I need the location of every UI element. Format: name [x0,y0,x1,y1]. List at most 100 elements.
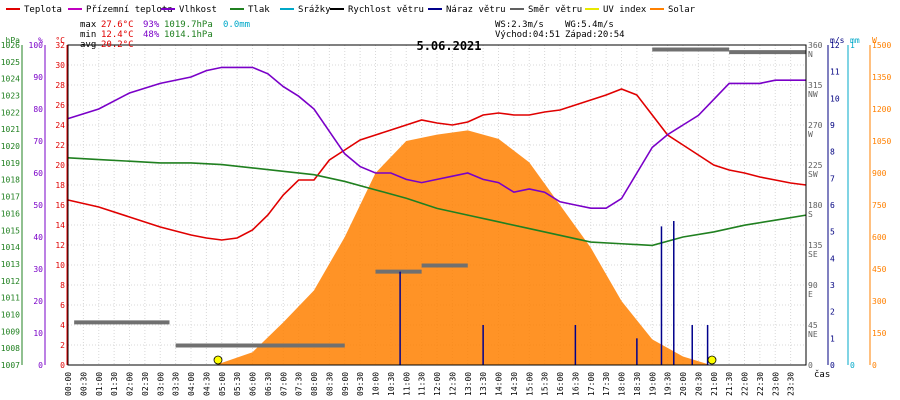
axis-hpa-tick: 1009 [1,327,20,336]
stats-sunrise: Východ:04:51 [495,30,560,40]
legend-label: Solar [668,5,696,15]
solar-area [215,130,711,365]
axis-ms-unit: m/s [830,36,845,45]
legend-label: Teplota [24,5,62,15]
x-tick-label: 12:30 [448,372,457,396]
x-tick-label: 17:00 [587,372,596,396]
axis-dir-tick: 315 [808,81,823,90]
x-tick-label: 22:00 [741,372,750,396]
axis-temp-tick: 14 [55,221,65,230]
axis-temp-tick: 26 [55,101,65,110]
sunset-marker [707,355,717,365]
axis-hpa-tick: 1021 [1,125,20,134]
x-tick-label: 15:30 [541,372,550,396]
x-tick-label: 01:30 [110,372,119,396]
axis-hpa-tick: 1015 [1,226,20,235]
x-tick-label: 07:30 [295,372,304,396]
legend-label: UV index [603,5,647,15]
x-tick-label: 00:30 [79,372,88,396]
axis-pct-tick: 0 [38,361,43,370]
x-tick-label: 16:00 [556,372,565,396]
axis-dir-tick: 225 [808,161,823,170]
axis-w-tick: 150 [872,329,887,338]
axis-mm-tick: 0 [850,361,855,370]
x-axis-label: čas [814,369,830,380]
x-tick-label: 06:30 [264,372,273,396]
stats-max-temp: 27.6°C [101,20,134,30]
axis-w-tick: 750 [872,201,887,210]
x-tick-label: 13:00 [464,372,473,396]
legend-label: Rychlost větru [348,5,424,15]
series-vlhkost [67,66,806,209]
series-teplota [67,88,807,241]
axis-ms-tick: 3 [830,281,835,290]
x-tick-label: 13:30 [479,372,488,396]
x-tick-label: 09:30 [356,372,365,396]
x-tick-label: 10:00 [372,372,381,396]
axis-ms-tick: 6 [830,201,835,210]
axis-hpa-tick: 1016 [1,209,20,218]
axis-dir-label: SW [808,170,818,179]
axis-hpa-tick: 1011 [1,294,20,303]
axis-hpa-tick: 1023 [1,92,20,101]
axis-hpa-tick: 1026 [1,41,20,50]
x-tick-label: 08:00 [310,372,319,396]
axis-temp-tick: 20 [55,161,65,170]
axis-hpa-tick: 1007 [1,361,20,370]
axis-hpa-tick: 1025 [1,58,20,67]
axis-w-tick: 1200 [872,105,891,114]
x-tick-label: 19:30 [664,372,673,396]
plot-border [67,44,807,366]
axis-ms-tick: 8 [830,148,835,157]
stats-min-label: min [80,30,96,40]
axis-temp-tick: 4 [60,321,65,330]
x-tick-label: 03:00 [156,372,165,396]
stats-min-hum: 48% [143,30,160,40]
left-axes: hPa1007100810091010101110121013101410151… [1,36,68,370]
x-tick-label: 14:00 [495,372,504,396]
axis-ms-tick: 5 [830,228,835,237]
axis-w-tick: 300 [872,297,887,306]
axis-hpa-tick: 1012 [1,277,20,286]
axis-pct-tick: 30 [33,265,43,274]
axis-hpa-tick: 1014 [1,243,20,252]
axis-hpa-tick: 1024 [1,75,20,84]
axis-pct-tick: 60 [33,169,43,178]
axis-dir-label: NW [808,90,818,99]
axis-pct-tick: 10 [33,329,43,338]
axis-temp-tick: 18 [55,181,65,190]
x-tick-label: 18:30 [633,372,642,396]
axis-ms-tick: 4 [830,254,835,263]
x-tick-label: 12:00 [433,372,442,396]
axis-dir-tick: 180 [808,201,823,210]
axis-dir-tick: 0 [808,361,813,370]
x-tick-label: 05:00 [218,372,227,396]
stats-max-label: max [80,20,97,30]
x-tick-label: 01:00 [95,372,104,396]
legend-label: Směr větru [528,5,582,15]
x-tick-label: 05:30 [233,372,242,396]
axis-pct-tick: 100 [29,41,44,50]
legend: Teplota Přízemní teplota Vlhkost Tlak Srážky… [6,5,696,15]
axis-ms-tick: 2 [830,308,835,317]
legend-label: Vlhkost [179,5,217,15]
x-tick-label: 22:30 [756,372,765,396]
axis-dir-label: W [808,130,813,139]
axis-dir-label: E [808,290,813,299]
legend-label: Přízemní teplota [86,5,173,15]
x-tick-label: 02:30 [141,372,150,396]
x-tick-label: 21:00 [710,372,719,396]
axis-temp-tick: 22 [55,141,65,150]
x-tick-label: 20:00 [679,372,688,396]
x-tick-label: 10:30 [387,372,396,396]
x-tick-label: 11:30 [418,372,427,396]
x-tick-label: 18:00 [618,372,627,396]
axis-temp-tick: 10 [55,261,65,270]
x-tick-label: 16:30 [571,372,580,396]
x-tick-label: 06:00 [249,372,258,396]
x-tick-label: 23:30 [787,372,796,396]
axis-w-tick: 1350 [872,73,891,82]
axis-mm-tick: 1 [850,41,855,50]
axis-temp-tick: 8 [60,281,65,290]
x-tick-label: 14:30 [510,372,519,396]
